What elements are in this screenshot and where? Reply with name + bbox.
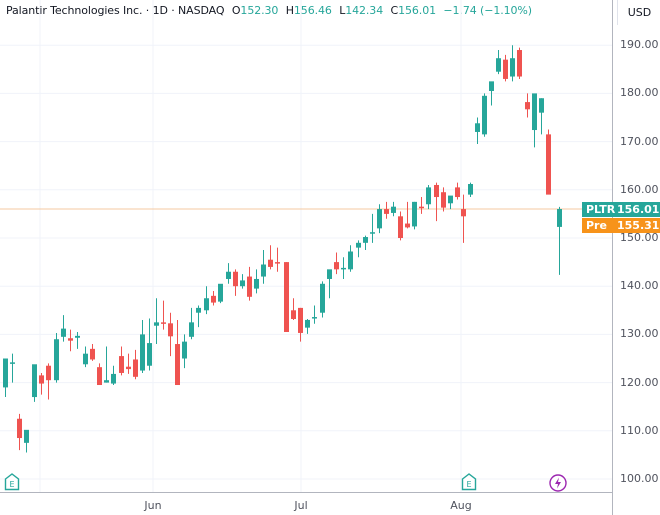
ohlc-low: L142.34 — [339, 4, 384, 17]
svg-text:E: E — [9, 480, 14, 489]
earnings-icon[interactable]: E — [461, 473, 477, 495]
price-axis-label: 140.00 — [620, 279, 659, 293]
currency-button[interactable]: USD — [617, 0, 660, 25]
candlestick-chart[interactable] — [0, 0, 612, 492]
svg-text:E: E — [466, 480, 471, 489]
time-axis-label: Jun — [144, 499, 162, 512]
split-event-icon[interactable] — [549, 474, 567, 496]
premarket-price-tag: Pre 155.31 — [582, 218, 660, 233]
exchange-label: NASDAQ — [178, 4, 225, 17]
time-axis-label: Aug — [450, 499, 472, 512]
price-axis-label: 130.00 — [620, 327, 659, 341]
price-change: −1.74 (−1.10%) — [443, 4, 532, 17]
price-axis-label: 110.00 — [620, 423, 659, 437]
interval-label[interactable]: 1D — [152, 4, 168, 17]
earnings-icon[interactable]: E — [4, 473, 20, 495]
time-axis-border — [0, 492, 612, 493]
time-axis-label: Jul — [294, 499, 308, 512]
price-axis-label: 180.00 — [620, 86, 659, 100]
price-axis-label: 160.00 — [620, 182, 659, 196]
ohlc-high: H156.46 — [285, 4, 332, 17]
ohlc-close: C156.01 — [390, 4, 437, 17]
price-axis-label: 170.00 — [620, 134, 659, 148]
price-axis-label: 120.00 — [620, 375, 659, 389]
last-price-tag: PLTR 156.01 — [582, 202, 660, 217]
price-axis-border — [612, 0, 613, 515]
ohlc-open: O152.30 — [231, 4, 279, 17]
price-axis-label: 190.00 — [620, 38, 659, 52]
price-axis-label: 100.00 — [620, 472, 659, 485]
price-axis-label: 150.00 — [620, 231, 659, 244]
